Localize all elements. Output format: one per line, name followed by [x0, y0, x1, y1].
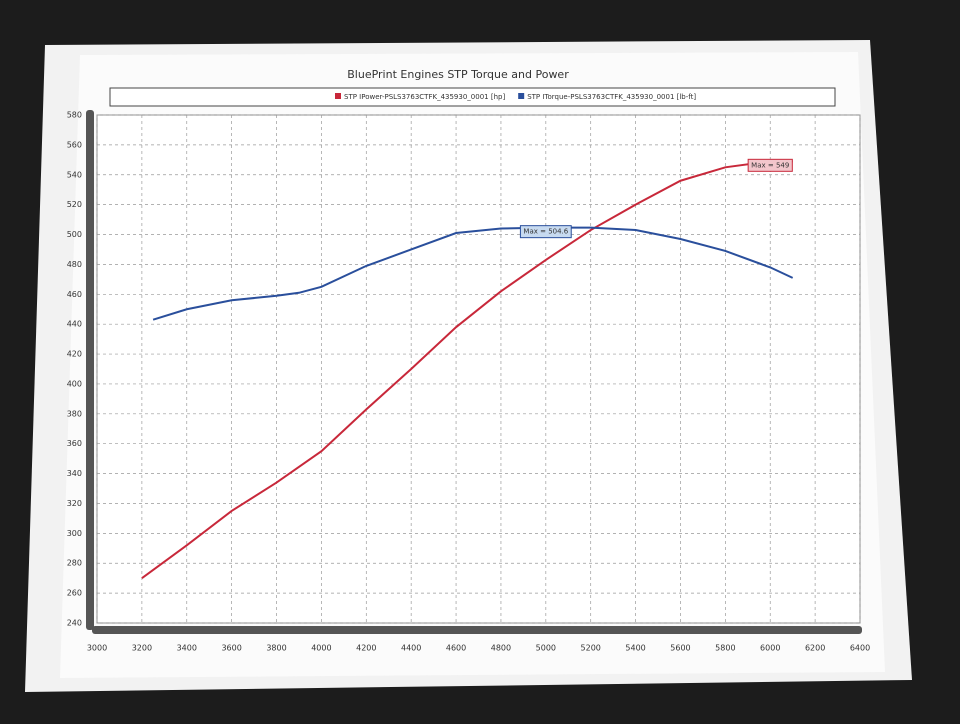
annotation-box: [747, 158, 793, 172]
x-tick-label: 5400: [625, 644, 645, 653]
legend-swatch: [518, 93, 525, 99]
y-tick-label: 340: [67, 469, 82, 478]
annotation-box: [519, 225, 572, 239]
y-tick-label: 360: [67, 439, 82, 448]
x-tick-label: 3000: [87, 644, 107, 653]
x-tick-label: 6200: [805, 644, 825, 653]
y-tick-label: 280: [67, 559, 82, 568]
legend: [109, 87, 836, 107]
y-tick-label: 260: [67, 589, 82, 598]
x-tick-label: 6000: [760, 644, 780, 653]
y-tick-label: 420: [67, 350, 82, 359]
x-tick-label: 4800: [491, 644, 511, 653]
annotation: Max = 549: [751, 161, 789, 169]
legend-label: STP IPower-PSLS3763CTFK_435930_0001 [hp]: [344, 93, 505, 101]
x-tick-label: 3400: [177, 644, 197, 653]
x-tick-label: 6400: [850, 644, 870, 653]
x-tick-label: 5600: [670, 644, 690, 653]
series-line: [141, 160, 793, 579]
y-tick-label: 540: [67, 170, 82, 179]
y-tick-label: 300: [67, 529, 82, 538]
y-tick-label: 320: [67, 499, 82, 508]
y-tick-label: 440: [67, 320, 82, 329]
legend-swatch: [335, 93, 341, 99]
y-tick-label: 520: [67, 200, 82, 209]
legend-label: STP ITorque-PSLS3763CTFK_435930_0001 [lb…: [527, 93, 696, 101]
y-tick-label: 380: [67, 409, 82, 418]
y-tick-label: 560: [67, 140, 82, 149]
y-tick-label: 400: [67, 379, 82, 388]
x-tick-label: 4600: [446, 644, 466, 653]
x-tick-label: 3600: [221, 644, 241, 653]
y-tick-label: 480: [67, 260, 82, 269]
y-tick-label: 500: [67, 230, 82, 239]
x-tick-label: 5200: [581, 644, 601, 653]
x-tick-label: 3800: [266, 644, 286, 653]
chart-title: BluePrint Engines STP Torque and Power: [347, 68, 569, 81]
y-tick-label: 580: [67, 111, 82, 120]
y-tick-label: 240: [67, 619, 82, 628]
x-tick-label: 4400: [401, 644, 421, 653]
series-line: [152, 226, 794, 321]
y-tick-label: 460: [67, 290, 82, 299]
y-scrollbar: [86, 110, 94, 630]
x-tick-label: 4200: [356, 644, 376, 653]
annotation: Max = 504.6: [523, 228, 568, 236]
x-tick-label: 5800: [715, 644, 735, 653]
x-tick-label: 4000: [311, 644, 331, 653]
plot-area: [96, 114, 861, 624]
x-tick-label: 5000: [536, 644, 556, 653]
x-scrollbar: [92, 626, 862, 634]
x-tick-label: 3200: [132, 644, 152, 653]
